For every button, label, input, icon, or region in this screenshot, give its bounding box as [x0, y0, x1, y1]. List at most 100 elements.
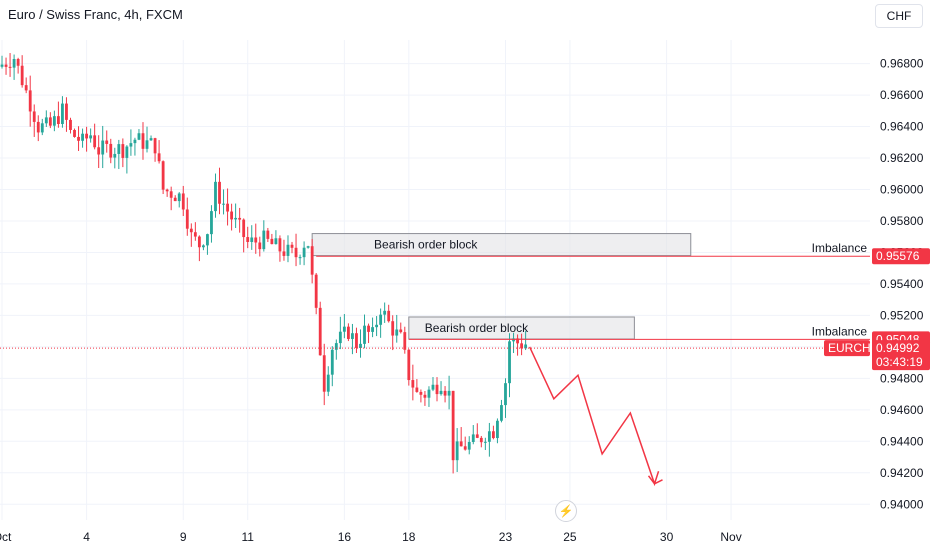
candle-body [387, 310, 391, 322]
candle-body [282, 251, 286, 256]
candle-body [52, 116, 56, 126]
candle-body [290, 244, 294, 248]
projection-path [528, 346, 663, 487]
candle-body [93, 135, 97, 148]
candle-body [109, 143, 113, 158]
candle-body [294, 247, 298, 258]
x-tick-label: 30 [660, 530, 674, 544]
symbol-tag [824, 340, 870, 357]
candle-body [483, 441, 487, 443]
candle-body [20, 65, 24, 86]
candle-body [447, 390, 451, 396]
candle-body [371, 327, 374, 332]
x-axis[interactable]: Oct 4 9 11 16 18 23 25 30 Nov [0, 530, 742, 544]
y-tick-label: 0.94200 [880, 466, 924, 480]
order-block-label: Bearish order block [374, 238, 478, 252]
candle-body [137, 133, 141, 140]
candle-body [423, 394, 427, 398]
candle-body [419, 391, 423, 395]
candle-body [165, 189, 169, 192]
y-tick-label: 0.95200 [880, 308, 924, 322]
candle-body [210, 211, 213, 235]
candle-body [491, 431, 495, 439]
candle-body [286, 244, 290, 256]
lightning-icon[interactable]: ⚡ [555, 500, 577, 522]
candle-body [475, 434, 479, 438]
candle-body [262, 230, 266, 250]
candle-body [334, 343, 338, 350]
y-tick-label: 0.94400 [880, 434, 924, 448]
y-tick-label: 0.96000 [880, 183, 924, 197]
candle-body [121, 144, 125, 158]
candle-body [451, 390, 455, 461]
x-tick-label: Oct [0, 530, 12, 544]
candle-body [157, 153, 161, 162]
candle-body [101, 140, 105, 155]
x-tick-label: 18 [402, 530, 416, 544]
chart-title: Euro / Swiss Franc, 4h, FXCM [8, 7, 183, 22]
candle-body [226, 203, 229, 212]
x-tick-label: 16 [338, 530, 352, 544]
candle-body [278, 238, 282, 252]
candle-body [149, 138, 153, 141]
candle-body [85, 133, 89, 139]
candle-body [129, 143, 133, 147]
candle-body [314, 274, 318, 308]
candle-body [234, 217, 238, 220]
projection-line [528, 346, 660, 487]
price-tag [872, 248, 930, 265]
candle-body [16, 58, 20, 66]
candle-body [363, 325, 366, 344]
candle-body [4, 64, 8, 67]
imbalance-lines: Imbalance Imbalance [0, 241, 870, 349]
projection-arrowhead [647, 475, 663, 485]
candle-body [117, 144, 121, 154]
candle-body [28, 90, 32, 112]
y-tick-label: 0.95800 [880, 214, 924, 228]
candle-body [218, 181, 221, 204]
candle-body [32, 111, 36, 122]
order-block-zone [311, 233, 692, 257]
candle-body [431, 384, 435, 390]
candle-body [246, 237, 250, 242]
y-tick-label: 0.94000 [880, 497, 924, 511]
candle-body [270, 238, 274, 245]
candle-body [379, 314, 383, 325]
candle-body [487, 431, 491, 442]
candle-body [427, 389, 431, 398]
candle-body [48, 117, 52, 126]
last-price-label: 0.94992 [876, 341, 920, 355]
candle-body [471, 434, 475, 442]
candle-body [274, 238, 278, 245]
candle-body [479, 437, 483, 443]
candle-body [508, 341, 511, 384]
candle-body [496, 420, 499, 439]
y-axis[interactable]: 0.96800 0.96600 0.96400 0.96200 0.96000 0.958… [880, 57, 924, 512]
candle-body [153, 138, 157, 154]
candle-body [455, 441, 459, 461]
candle-body [141, 133, 145, 149]
x-tick-label: 9 [180, 530, 187, 544]
candle-body [322, 355, 326, 392]
candle-body [81, 133, 84, 141]
candle-body [298, 257, 302, 259]
x-tick-label: 23 [499, 530, 513, 544]
candle-body [504, 383, 507, 406]
candle-body [306, 246, 310, 248]
candle-body [214, 181, 217, 212]
candle-body [8, 66, 12, 68]
currency-button[interactable]: CHF [875, 4, 923, 28]
candle-body [326, 374, 330, 392]
candle-body [181, 193, 185, 210]
grid [0, 40, 870, 520]
candle-body [133, 139, 137, 144]
candle-body [0, 64, 4, 67]
candle-body [89, 135, 93, 139]
candle-body [206, 234, 209, 246]
y-tick-label: 0.94800 [880, 371, 924, 385]
candle-body [44, 117, 48, 124]
y-tick-label: 0.96400 [880, 120, 924, 134]
